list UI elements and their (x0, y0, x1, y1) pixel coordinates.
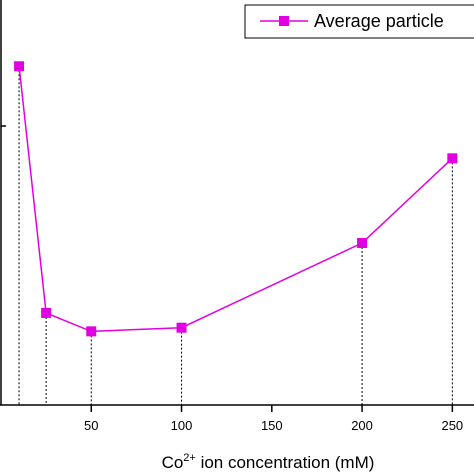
data-point-250 (447, 153, 458, 164)
x-axis-tick-labels: 50 100 150 200 250 (84, 418, 463, 433)
legend-marker (279, 16, 289, 26)
data-point-100 (176, 322, 187, 333)
x-axis-title-superscript: 2+ (183, 452, 196, 464)
x-tick-label-100: 100 (171, 418, 193, 433)
series-line-average-particle (18, 66, 453, 333)
x-axis-title: Co2+ ion concentration (mM) (162, 452, 375, 472)
x-axis-title-base: Co (162, 453, 184, 472)
x-tick-label-200: 200 (351, 418, 373, 433)
x-tick-label-50: 50 (84, 418, 98, 433)
legend: Average particle (244, 4, 474, 39)
x-tick-label-150: 150 (261, 418, 283, 433)
legend-label: Average particle (314, 11, 444, 31)
data-point-50 (86, 326, 97, 337)
drop-lines (18, 66, 453, 405)
data-point-25 (41, 307, 52, 318)
data-point-10 (14, 61, 25, 72)
plot-area: 50 100 150 200 250 (0, 0, 474, 433)
x-tick-label-250: 250 (441, 418, 463, 433)
data-point-200 (357, 238, 368, 248)
x-axis-title-rest: ion concentration (mM) (196, 453, 375, 472)
series-markers (14, 61, 458, 337)
x-axis-ticks (90, 405, 454, 412)
